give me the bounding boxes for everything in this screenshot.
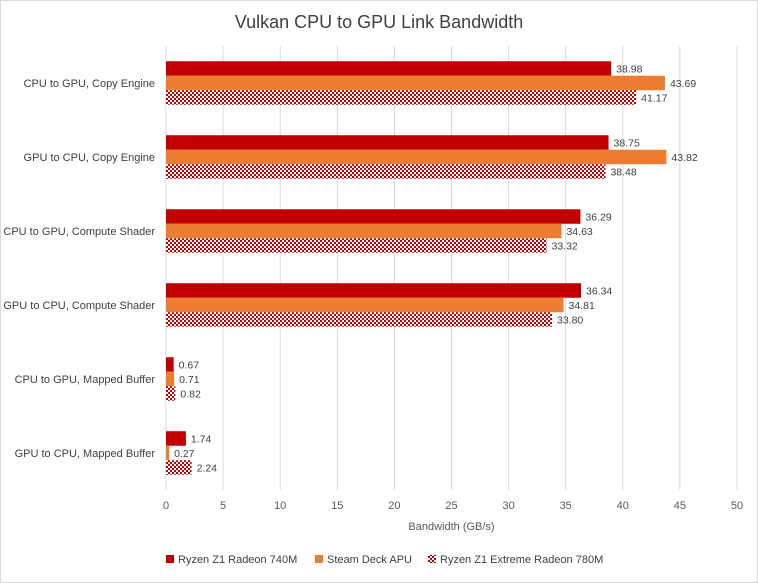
x-tick-label: 10: [274, 500, 286, 512]
x-tick-label: 45: [674, 500, 686, 512]
data-label: 43.82: [671, 152, 697, 164]
bar: [166, 445, 170, 461]
legend-swatch: [428, 555, 436, 563]
data-label: 36.29: [585, 212, 611, 224]
legend-swatch: [315, 555, 323, 563]
x-tick-label: 0: [163, 500, 169, 512]
x-tick-label: 50: [731, 500, 743, 512]
data-label: 36.34: [586, 286, 612, 298]
bar: [166, 357, 174, 372]
bar: [166, 61, 612, 76]
bar: [166, 283, 582, 298]
x-tick-label: 30: [502, 500, 514, 512]
x-tick-label: 15: [331, 500, 343, 512]
gridlines: [165, 46, 738, 490]
x-tick-label: 35: [560, 500, 572, 512]
chart-title: Vulkan CPU to GPU Link Bandwidth: [235, 12, 523, 32]
data-label: 0.67: [179, 360, 200, 372]
legend-label: Steam Deck APU: [327, 554, 412, 566]
bar: [166, 209, 581, 224]
x-tick-label: 25: [445, 500, 457, 512]
x-tick-label: 40: [617, 500, 629, 512]
bar: [166, 238, 547, 253]
bar: [166, 460, 192, 475]
category-label: CPU to GPU, Mapped Buffer: [15, 374, 156, 386]
bar: [166, 431, 186, 446]
data-label: 33.32: [552, 241, 578, 253]
x-axis-title: Bandwidth (GB/s): [408, 521, 494, 533]
data-label: 0.82: [180, 389, 201, 401]
data-label: 38.48: [610, 167, 636, 179]
bars: [166, 61, 667, 475]
data-label: 33.80: [557, 315, 583, 327]
legend-label: Ryzen Z1 Radeon 740M: [178, 554, 297, 566]
data-label: 2.24: [197, 463, 218, 475]
x-axis-ticks: 0 5 10 15 20 25 30 35 40 45 50: [163, 500, 743, 512]
category-labels: CPU to GPU, Copy Engine GPU to CPU, Copy …: [3, 78, 155, 460]
category-label: CPU to GPU, Copy Engine: [24, 78, 155, 90]
category-label: GPU to CPU, Copy Engine: [24, 152, 155, 164]
bar: [166, 371, 175, 387]
bar: [166, 135, 609, 150]
x-tick-label: 5: [220, 500, 226, 512]
data-label: 38.98: [616, 64, 642, 76]
bar: [166, 90, 637, 105]
category-label: CPU to GPU, Compute Shader: [3, 226, 155, 238]
legend: Ryzen Z1 Radeon 740M Steam Deck APU Ryzen …: [166, 554, 603, 566]
bar: [166, 75, 665, 91]
bar: [166, 297, 564, 313]
data-label: 0.27: [174, 448, 195, 460]
x-tick-label: 20: [388, 500, 400, 512]
data-label: 43.69: [670, 78, 696, 90]
legend-swatch: [166, 555, 174, 563]
data-label: 34.81: [569, 300, 595, 312]
data-label: 0.71: [179, 374, 200, 386]
category-label: GPU to CPU, Mapped Buffer: [15, 448, 156, 460]
data-label: 1.74: [191, 434, 212, 446]
bar: [166, 312, 552, 327]
legend-label: Ryzen Z1 Extreme Radeon 780M: [440, 554, 603, 566]
data-label: 34.63: [566, 226, 592, 238]
bar: [166, 223, 562, 239]
bar: [166, 164, 606, 179]
category-label: GPU to CPU, Compute Shader: [3, 300, 155, 312]
bar: [166, 386, 176, 401]
bar: [166, 149, 667, 165]
data-label: 38.75: [614, 138, 640, 150]
data-label: 41.17: [641, 93, 667, 105]
